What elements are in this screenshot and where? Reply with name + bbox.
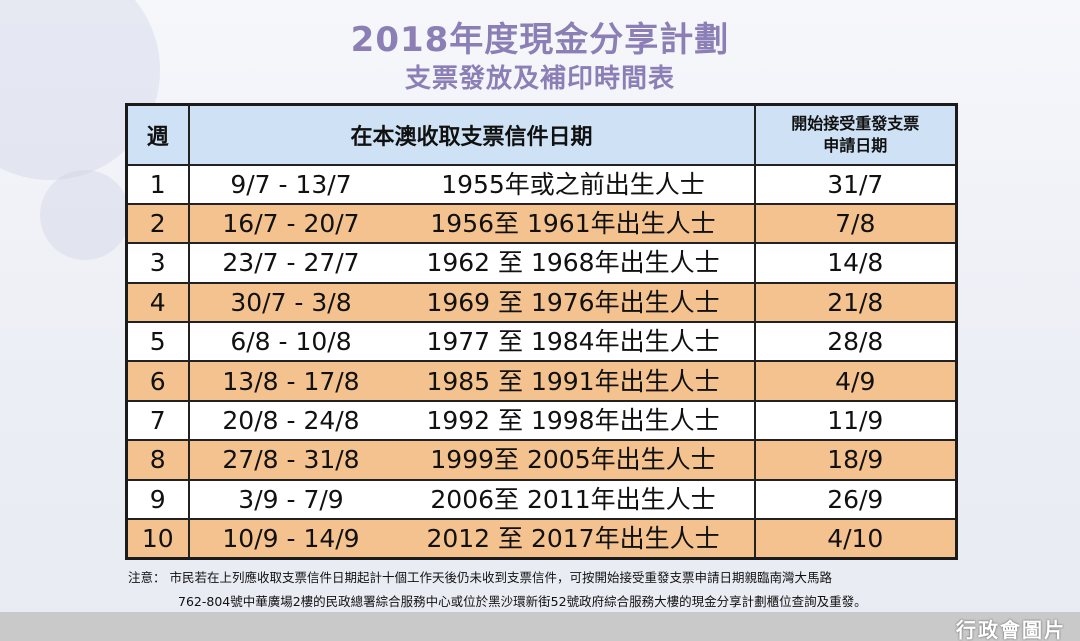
reissue-date-cell: 21/8 bbox=[753, 281, 958, 324]
reissue-date-cell: 31/7 bbox=[753, 163, 958, 205]
reissue-date-cell: 26/9 bbox=[753, 478, 958, 521]
table-row: 3 23/7 - 27/7 1962 至 1968年出生人士 14/8 bbox=[125, 242, 958, 284]
birth-cohort-cell: 2006至 2011年出生人士 bbox=[392, 478, 755, 521]
date-range-cell: 10/9 - 14/9 bbox=[188, 518, 393, 560]
week-cell: 6 bbox=[125, 360, 190, 402]
week-cell: 5 bbox=[125, 321, 190, 363]
decorative-circle bbox=[40, 170, 130, 260]
week-cell: 1 bbox=[125, 163, 190, 205]
date-range-cell: 27/8 - 31/8 bbox=[188, 439, 393, 481]
birth-cohort-cell: 1956至 1961年出生人士 bbox=[392, 202, 755, 245]
header-week: 週 bbox=[125, 103, 190, 166]
birth-cohort-cell: 2012 至 2017年出生人士 bbox=[392, 518, 755, 560]
table-row: 6 13/8 - 17/8 1985 至 1991年出生人士 4/9 bbox=[125, 360, 958, 402]
birth-cohort-cell: 1977 至 1984年出生人士 bbox=[392, 321, 755, 363]
birth-cohort-cell: 1962 至 1968年出生人士 bbox=[392, 242, 755, 284]
week-cell: 7 bbox=[125, 399, 190, 442]
header-reissue-date: 開始接受重發支票 申請日期 bbox=[753, 103, 958, 166]
reissue-date-cell: 4/10 bbox=[753, 518, 958, 560]
reissue-date-cell: 7/8 bbox=[753, 202, 958, 245]
note-line-2: 762-804號中華廣場2樓的民政總署綜合服務中心或位於黑沙環新街52號政府綜合… bbox=[178, 594, 867, 609]
week-cell: 10 bbox=[125, 518, 190, 560]
header-collection-date: 在本澳收取支票信件日期 bbox=[187, 103, 756, 166]
schedule-table: 週 在本澳收取支票信件日期 開始接受重發支票 申請日期 1 9/7 - 13/7 1… bbox=[125, 103, 959, 560]
table-row: 4 30/7 - 3/8 1969 至 1976年出生人士 21/8 bbox=[125, 281, 958, 324]
week-cell: 2 bbox=[125, 202, 190, 245]
date-range-cell: 9/7 - 13/7 bbox=[188, 163, 393, 205]
table-row: 9 3/9 - 7/9 2006至 2011年出生人士 26/9 bbox=[125, 478, 958, 521]
birth-cohort-cell: 1955年或之前出生人士 bbox=[392, 163, 755, 205]
reissue-date-cell: 28/8 bbox=[753, 321, 958, 363]
date-range-cell: 3/9 - 7/9 bbox=[188, 478, 393, 521]
date-range-cell: 23/7 - 27/7 bbox=[188, 242, 393, 284]
date-range-cell: 16/7 - 20/7 bbox=[188, 202, 393, 245]
page-subtitle: 支票發放及補印時間表 bbox=[404, 64, 675, 94]
image-credit: 行政會圖片 bbox=[956, 618, 1066, 641]
page-title: 2018年度現金分享計劃 bbox=[350, 20, 730, 60]
table-body: 1 9/7 - 13/7 1955年或之前出生人士 31/7 2 16/7 - 20/7 1… bbox=[125, 163, 958, 560]
table-row: 1 9/7 - 13/7 1955年或之前出生人士 31/7 bbox=[125, 163, 958, 205]
note-line-1: 注意： 市民若在上列應收取支票信件日期起計十個工作天後仍未收到支票信件，可按開始… bbox=[128, 570, 832, 585]
week-cell: 9 bbox=[125, 478, 190, 521]
header-reissue-line2: 申請日期 bbox=[823, 135, 888, 155]
date-range-cell: 20/8 - 24/8 bbox=[188, 399, 393, 442]
table-row: 8 27/8 - 31/8 1999至 2005年出生人士 18/9 bbox=[125, 439, 958, 481]
date-range-cell: 13/8 - 17/8 bbox=[188, 360, 393, 402]
birth-cohort-cell: 1969 至 1976年出生人士 bbox=[392, 281, 755, 324]
table-row: 5 6/8 - 10/8 1977 至 1984年出生人士 28/8 bbox=[125, 321, 958, 363]
birth-cohort-cell: 1985 至 1991年出生人士 bbox=[392, 360, 755, 402]
birth-cohort-cell: 1999至 2005年出生人士 bbox=[392, 439, 755, 481]
table-row: 2 16/7 - 20/7 1956至 1961年出生人士 7/8 bbox=[125, 202, 958, 245]
date-range-cell: 6/8 - 10/8 bbox=[188, 321, 393, 363]
footer-bar bbox=[0, 612, 1080, 641]
table-header-row: 週 在本澳收取支票信件日期 開始接受重發支票 申請日期 bbox=[125, 103, 958, 166]
reissue-date-cell: 11/9 bbox=[753, 399, 958, 442]
reissue-date-cell: 18/9 bbox=[753, 439, 958, 481]
week-cell: 3 bbox=[125, 242, 190, 284]
birth-cohort-cell: 1992 至 1998年出生人士 bbox=[392, 399, 755, 442]
week-cell: 8 bbox=[125, 439, 190, 481]
week-cell: 4 bbox=[125, 281, 190, 324]
table-row: 7 20/8 - 24/8 1992 至 1998年出生人士 11/9 bbox=[125, 399, 958, 442]
reissue-date-cell: 4/9 bbox=[753, 360, 958, 402]
header-reissue-line1: 開始接受重發支票 bbox=[791, 113, 920, 133]
table-row: 10 10/9 - 14/9 2012 至 2017年出生人士 4/10 bbox=[125, 518, 958, 560]
date-range-cell: 30/7 - 3/8 bbox=[188, 281, 393, 324]
reissue-date-cell: 14/8 bbox=[753, 242, 958, 284]
